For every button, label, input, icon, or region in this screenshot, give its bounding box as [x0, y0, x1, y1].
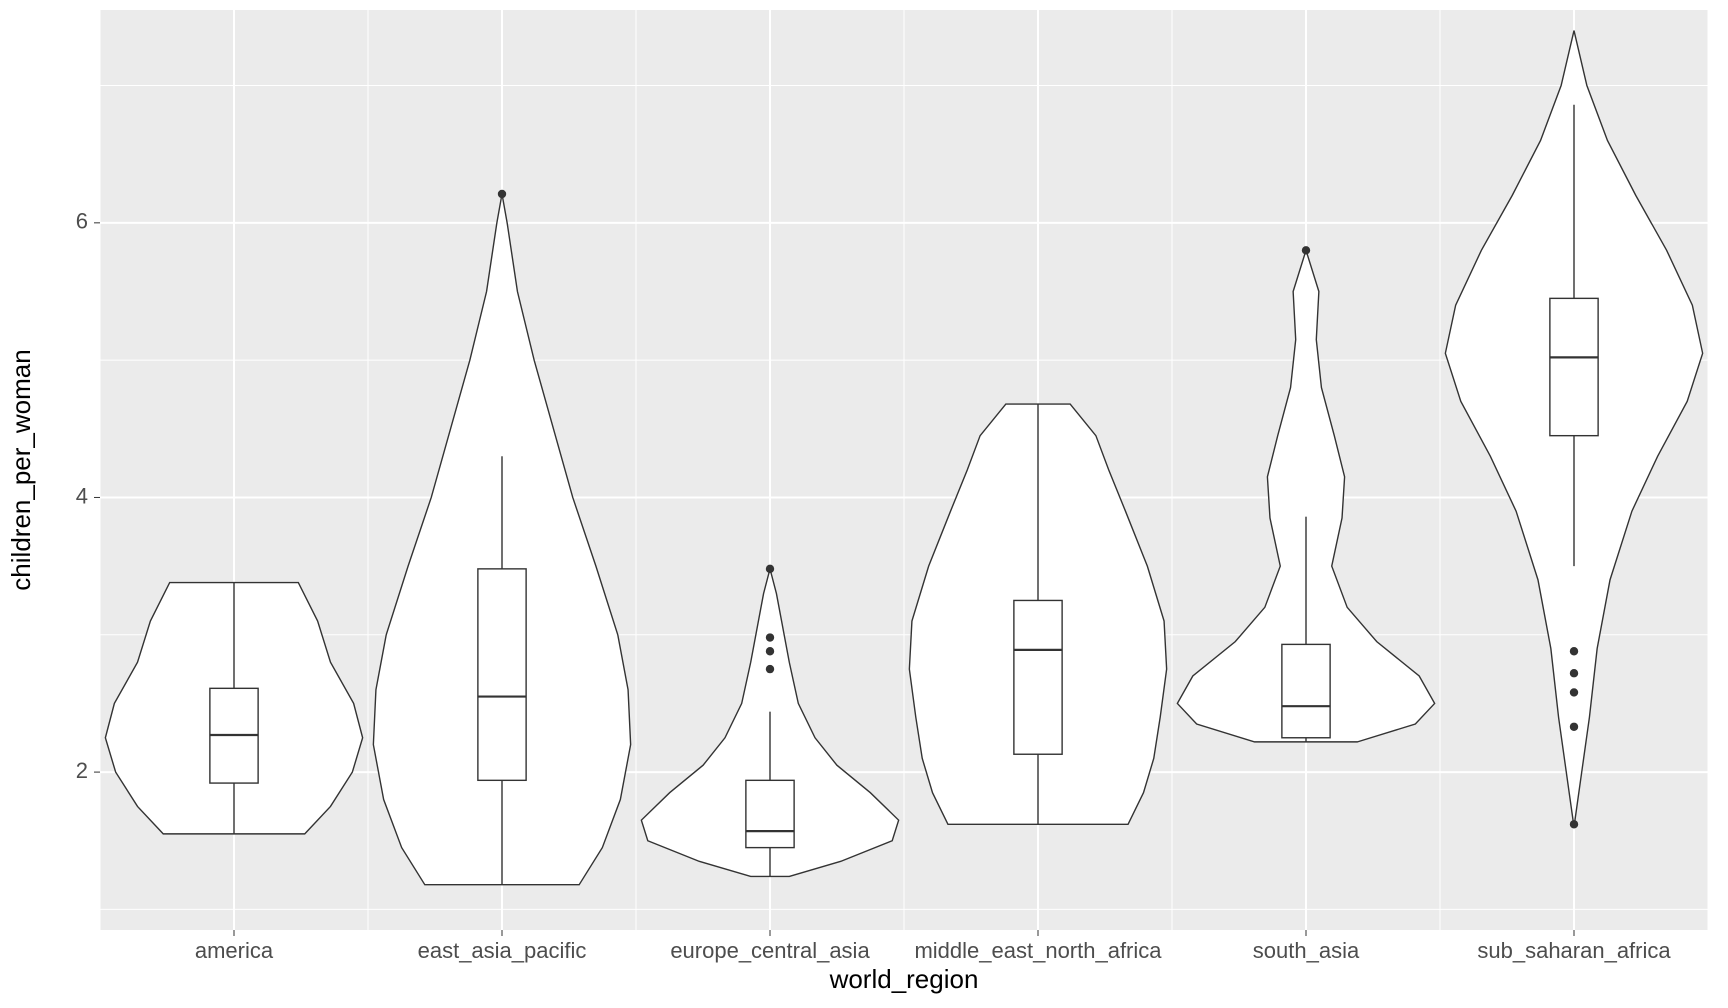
outlier-point	[766, 565, 774, 573]
x-tick-label: europe_central_asia	[670, 938, 870, 963]
outlier-point	[766, 647, 774, 655]
y-tick-label: 4	[76, 483, 88, 508]
outlier-point	[1302, 246, 1310, 254]
box	[746, 780, 794, 847]
box	[478, 569, 526, 780]
outlier-point	[766, 633, 774, 641]
x-tick-label: sub_saharan_africa	[1477, 938, 1671, 963]
x-axis-title: world_region	[829, 964, 979, 994]
box	[1282, 644, 1330, 737]
outlier-point	[1570, 723, 1578, 731]
x-tick-label: east_asia_pacific	[418, 938, 587, 963]
x-tick-label: america	[195, 938, 274, 963]
violin-box-chart: 2 4 6 america east_asia_pacific europe_centra…	[0, 0, 1728, 1008]
outlier-point	[498, 190, 506, 198]
outlier-point	[1570, 669, 1578, 677]
x-tick-label: south_asia	[1253, 938, 1360, 963]
y-tick-label: 2	[76, 758, 88, 783]
outlier-point	[766, 665, 774, 673]
y-axis-title: children_per_woman	[6, 349, 36, 590]
box	[1014, 600, 1062, 754]
outlier-point	[1570, 820, 1578, 828]
box	[1550, 298, 1598, 435]
x-tick-label: middle_east_north_africa	[914, 938, 1162, 963]
y-tick-label: 6	[76, 209, 88, 234]
outlier-point	[1570, 647, 1578, 655]
outlier-point	[1570, 688, 1578, 696]
